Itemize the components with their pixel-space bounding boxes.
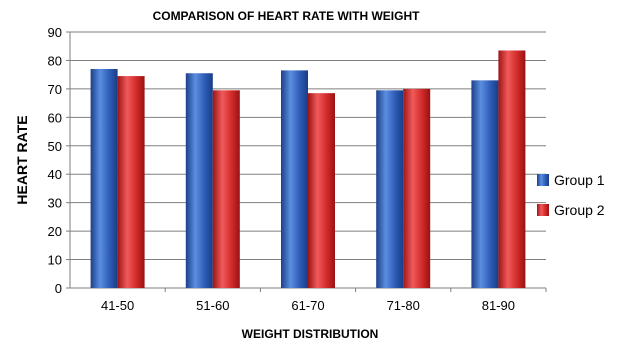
bar-group-1-41-50 (90, 68, 118, 288)
bar-group-1-61-70 (281, 70, 308, 289)
legend-label: Group 2 (554, 202, 605, 218)
y-tick-label: 90 (48, 25, 62, 40)
y-tick-label: 80 (48, 53, 62, 68)
y-tick-label: 60 (48, 110, 62, 125)
bar-group-1-71-80 (376, 90, 404, 288)
y-tick-label: 40 (48, 167, 62, 182)
x-tick-label: 71-80 (387, 298, 420, 313)
x-axis-title: WEIGHT DISTRIBUTION (242, 327, 379, 341)
bar-group-2-51-60 (212, 90, 240, 288)
legend-label: Group 1 (554, 172, 605, 188)
y-tick-label: 10 (48, 253, 62, 268)
bar-group-2-81-90 (498, 50, 526, 288)
y-tick-label: 20 (48, 224, 62, 239)
bar-group-2-71-80 (403, 88, 431, 288)
y-tick-label: 30 (48, 196, 62, 211)
x-tick-label: 81-90 (482, 298, 515, 313)
y-tick-label: 0 (55, 281, 62, 296)
x-tick-label: 41-50 (101, 298, 134, 313)
bar-group-1-81-90 (471, 80, 499, 288)
legend: Group 1 Group 2 (537, 172, 605, 218)
legend-swatch-group-2 (537, 204, 549, 216)
y-tick-label: 50 (48, 139, 62, 154)
y-tick-label: 70 (48, 82, 62, 97)
x-tick-labels: 41-50 51-60 61-70 71-80 81-90 (101, 298, 515, 313)
chart-title: COMPARISON OF HEART RATE WITH WEIGHT (153, 9, 421, 23)
bar-group-1-51-60 (185, 73, 213, 288)
bar-group-2-41-50 (117, 76, 145, 288)
x-tick-label: 51-60 (196, 298, 229, 313)
y-axis-title: HEART RATE (14, 115, 30, 204)
bars (90, 50, 526, 289)
legend-swatch-group-1 (537, 174, 549, 186)
y-tick-labels: 0 10 20 30 40 50 60 70 80 90 (48, 25, 62, 296)
x-tick-label: 61-70 (291, 298, 324, 313)
bar-group-2-61-70 (308, 93, 335, 289)
